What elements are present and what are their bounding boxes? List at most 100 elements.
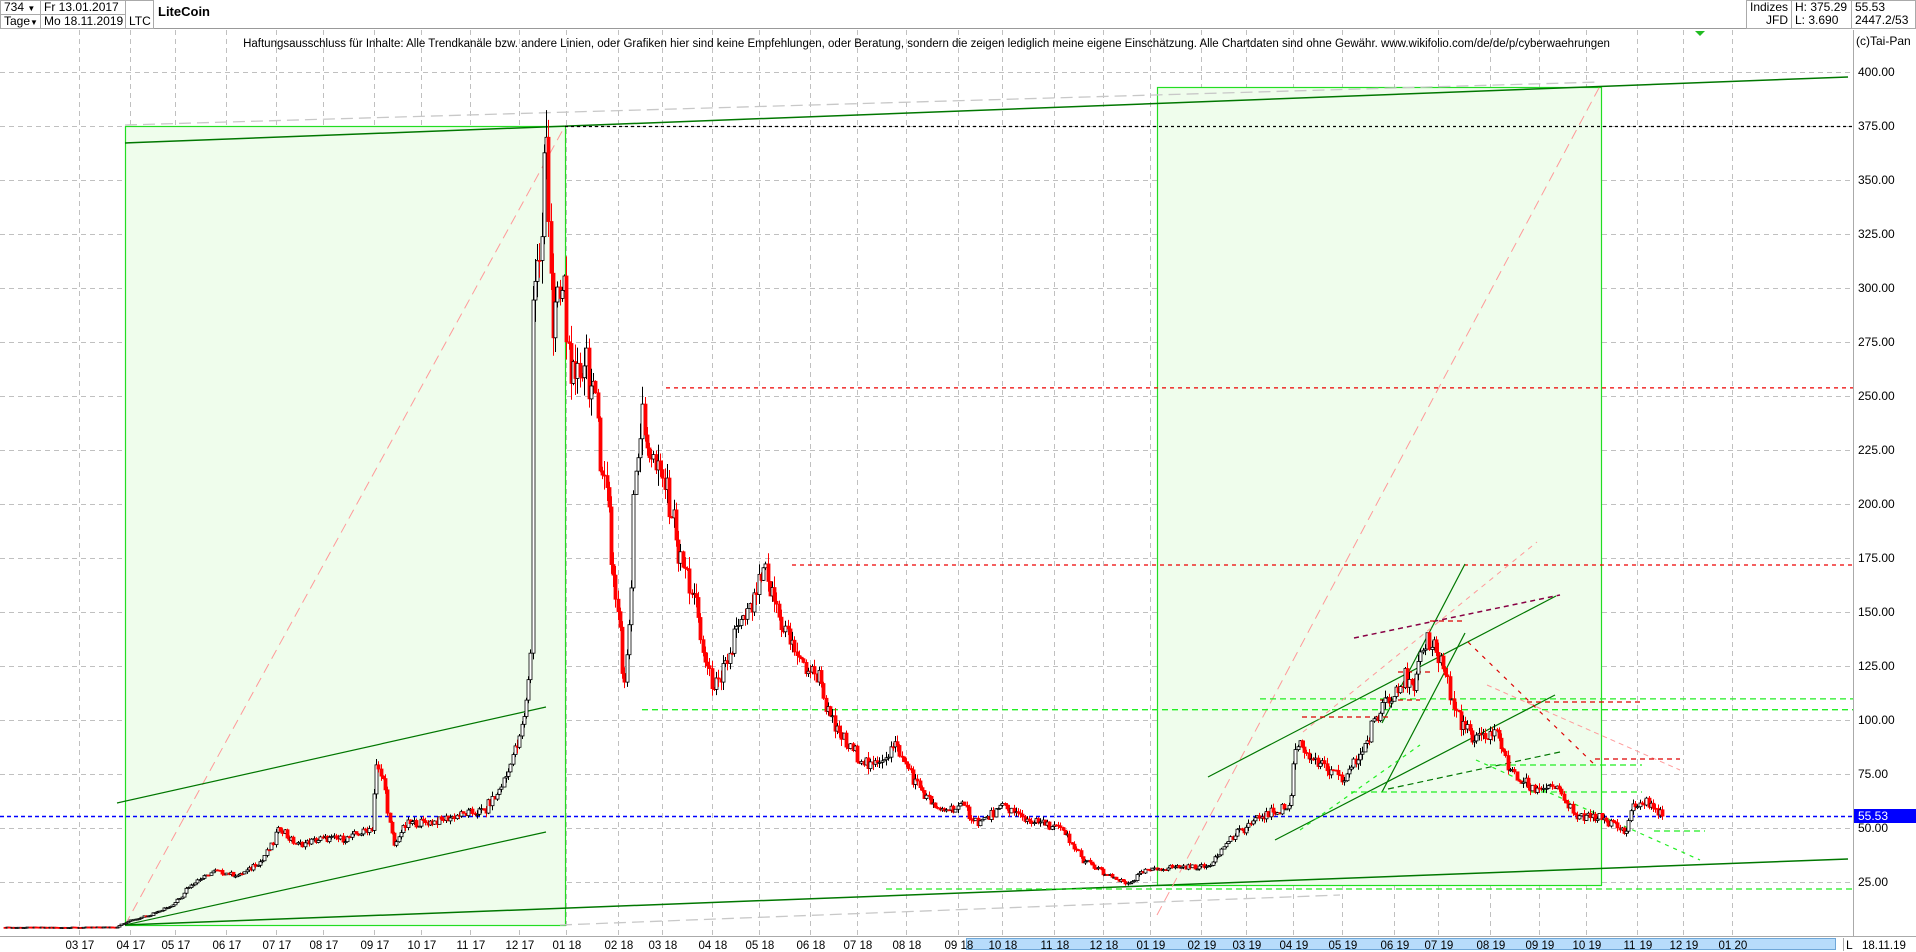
candle-down bbox=[766, 563, 771, 582]
x-tick-month: 01 bbox=[1718, 940, 1732, 952]
candle-down bbox=[777, 603, 782, 618]
candle-down bbox=[1088, 859, 1093, 863]
candle-up bbox=[868, 761, 873, 769]
candle-up bbox=[459, 811, 464, 817]
candle-up bbox=[486, 799, 491, 814]
candle-count-select[interactable]: 734 ▼ bbox=[0, 0, 41, 15]
source-label: JFD bbox=[1766, 13, 1788, 27]
candle-down bbox=[828, 706, 833, 717]
x-tick-month: 05 bbox=[745, 940, 759, 952]
x-tick-month: 07 bbox=[843, 940, 857, 952]
y-tick-label: 200.00 bbox=[1858, 497, 1895, 511]
candle-down bbox=[1058, 825, 1063, 828]
candle-up bbox=[1492, 729, 1497, 737]
candle-up bbox=[1329, 769, 1334, 776]
candle-down bbox=[110, 926, 115, 929]
candle-down bbox=[600, 470, 605, 476]
candle-up bbox=[338, 835, 343, 840]
candle-up bbox=[636, 457, 641, 472]
pink-dashed-line bbox=[1302, 541, 1538, 733]
candle-up bbox=[466, 809, 471, 817]
candle-up bbox=[1050, 826, 1055, 830]
candle-down bbox=[795, 651, 800, 656]
x-tick-year: 17 bbox=[228, 940, 242, 952]
y-tick-label: 50.00 bbox=[1858, 821, 1889, 835]
high-low: H: 375.29 L: 3.690 bbox=[1791, 0, 1852, 29]
candle-down bbox=[1434, 639, 1439, 653]
candle-up bbox=[1358, 753, 1363, 761]
candle-down bbox=[1331, 769, 1336, 772]
candle-up bbox=[350, 833, 355, 838]
x-tick-year: 17 bbox=[325, 940, 339, 952]
candle-up bbox=[1244, 826, 1249, 834]
candle-up bbox=[374, 764, 379, 795]
candle-up bbox=[524, 699, 529, 717]
period-select[interactable]: Tage▼ bbox=[0, 14, 41, 29]
scale-mode-button[interactable]: L bbox=[1843, 938, 1855, 952]
x-tick-month: 06 bbox=[1380, 940, 1394, 952]
candle-up bbox=[1296, 746, 1301, 750]
candle-down bbox=[1079, 850, 1084, 858]
candle-up bbox=[533, 280, 538, 301]
candle-up bbox=[1235, 828, 1240, 837]
pink-dashed-line bbox=[1486, 684, 1681, 771]
x-tick-year: 18 bbox=[568, 940, 582, 952]
candle-up bbox=[177, 898, 182, 901]
x-tick-year: 18 bbox=[620, 940, 634, 952]
candle-up bbox=[651, 454, 656, 460]
x-tick-year: 17 bbox=[132, 940, 146, 952]
candle-up bbox=[1284, 808, 1289, 811]
timeline-scrollbar[interactable] bbox=[966, 938, 1836, 950]
candle-down bbox=[347, 836, 352, 839]
candle-down bbox=[1170, 864, 1175, 868]
candle-down bbox=[918, 780, 923, 789]
candle-down bbox=[1410, 678, 1415, 685]
candle-up bbox=[745, 608, 750, 620]
candle-down bbox=[1067, 833, 1072, 844]
candle-down bbox=[1550, 784, 1555, 787]
candle-up bbox=[1135, 874, 1140, 881]
candle-up bbox=[848, 743, 853, 749]
candle-down bbox=[423, 820, 428, 823]
candle-up bbox=[714, 677, 719, 690]
index-label: Indizes bbox=[1750, 0, 1789, 14]
candle-down bbox=[470, 808, 475, 814]
candle-up bbox=[627, 624, 632, 656]
candle-down bbox=[1564, 799, 1569, 804]
candle-up bbox=[1414, 673, 1419, 691]
symbol-label: LTC bbox=[125, 0, 154, 29]
candle-up bbox=[1541, 787, 1546, 790]
y-tick-label: 250.00 bbox=[1858, 389, 1895, 403]
candle-up bbox=[394, 841, 399, 846]
x-tick-month: 05 bbox=[1328, 940, 1342, 952]
candle-down bbox=[754, 592, 759, 595]
candle-up bbox=[490, 796, 495, 807]
candle-down bbox=[1452, 698, 1457, 710]
candle-down bbox=[613, 574, 618, 600]
candle-down bbox=[694, 593, 699, 598]
copyright: (c)Tai-Pan bbox=[1856, 34, 1911, 48]
start-date[interactable]: Fr 13.01.2017 bbox=[40, 0, 126, 15]
candle-up bbox=[752, 592, 757, 613]
candle-down bbox=[667, 477, 672, 518]
candle-down bbox=[564, 275, 569, 343]
candle-up bbox=[956, 805, 961, 810]
candle-down bbox=[385, 789, 390, 814]
marker-triangle-icon bbox=[1695, 31, 1705, 36]
end-date[interactable]: Mo 18.11.2019 bbox=[40, 14, 126, 29]
candle-down bbox=[1123, 881, 1128, 885]
candle-up bbox=[1143, 868, 1148, 874]
analysis-box bbox=[1156, 86, 1603, 887]
candle-up bbox=[678, 551, 683, 564]
chevron-down-icon: ▼ bbox=[27, 4, 36, 13]
candle-up bbox=[511, 754, 516, 765]
candle-up bbox=[1389, 700, 1394, 704]
candle-down bbox=[698, 617, 703, 641]
candle-down bbox=[280, 830, 285, 834]
candle-up bbox=[631, 494, 636, 589]
candle-up bbox=[1584, 814, 1589, 821]
chart-title: LiteCoin bbox=[158, 4, 210, 19]
candle-up bbox=[1342, 780, 1347, 783]
candle-down bbox=[1072, 843, 1077, 850]
